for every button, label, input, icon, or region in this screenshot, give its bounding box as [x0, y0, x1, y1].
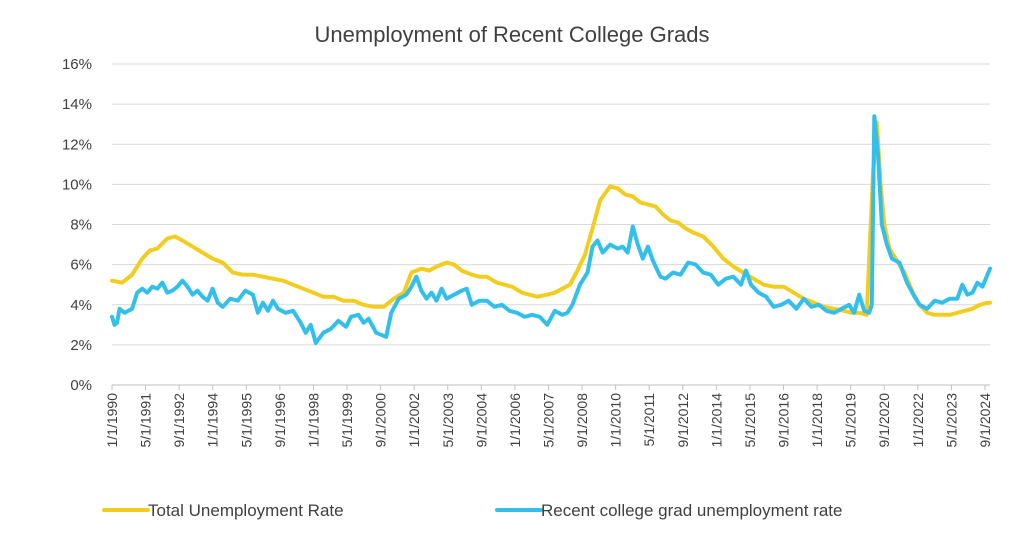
x-tick-label: 9/1/2000 — [373, 393, 389, 448]
x-tick-label: 9/1/2004 — [473, 393, 489, 448]
x-tick-label: 5/1/2023 — [943, 393, 959, 448]
x-tick-label: 9/1/2012 — [675, 393, 691, 448]
x-tick-label: 1/1/2010 — [608, 393, 624, 448]
legend-label: Total Unemployment Rate — [148, 501, 344, 520]
x-tick-label: 1/1/1998 — [305, 393, 321, 448]
x-tick-label: 1/1/2022 — [910, 393, 926, 448]
y-tick-label: 14% — [62, 96, 92, 113]
x-tick-label: 5/1/1991 — [138, 393, 154, 448]
x-tick-label: 5/1/2011 — [641, 393, 657, 447]
x-tick-label: 9/1/2024 — [977, 393, 993, 448]
y-tick-label: 16% — [62, 56, 92, 73]
y-axis-ticks: 0% 2% 4% 6% 8% 10% 12% 14% 16% — [62, 56, 92, 394]
y-tick-label: 10% — [62, 176, 92, 193]
x-tick-label: 1/1/2014 — [708, 393, 724, 448]
y-tick-label: 0% — [70, 377, 92, 394]
recent-grad-unemployment-line — [110, 114, 992, 345]
legend: Total Unemployment Rate Recent college gr… — [102, 501, 842, 520]
total-unemployment-line — [110, 120, 992, 317]
x-tick-label: 1/1/2002 — [406, 393, 422, 448]
legend-label: Recent college grad unemployment rate — [541, 501, 842, 520]
series-lines — [110, 114, 992, 345]
x-tick-label: 1/1/1994 — [205, 393, 221, 448]
x-tick-label: 5/1/1995 — [238, 393, 254, 448]
x-tick-label: 5/1/2007 — [540, 393, 556, 448]
x-tick-label: 5/1/2019 — [843, 393, 859, 448]
x-tick-label: 1/1/2006 — [507, 393, 523, 448]
x-tick-label: 9/1/1992 — [171, 393, 187, 448]
x-tick-label: 5/1/2015 — [742, 393, 758, 448]
y-tick-label: 6% — [70, 257, 92, 274]
x-tick-label: 1/1/1990 — [104, 393, 120, 448]
x-tick-label: 9/1/2008 — [574, 393, 590, 448]
y-tick-label: 4% — [70, 297, 92, 314]
x-axis-ticks: 1/1/1990 5/1/1991 9/1/1992 1/1/1994 5/1/1995… — [104, 385, 993, 448]
y-tick-label: 12% — [62, 136, 92, 153]
x-tick-label: 1/1/2018 — [809, 393, 825, 448]
x-tick-label: 5/1/1999 — [339, 393, 355, 448]
x-tick-label: 9/1/1996 — [272, 393, 288, 448]
chart-title: Unemployment of Recent College Grads — [315, 22, 710, 47]
y-tick-label: 8% — [70, 217, 92, 234]
x-tick-label: 9/1/2016 — [776, 393, 792, 448]
gridlines — [112, 63, 990, 346]
x-tick-label: 5/1/2003 — [440, 393, 456, 448]
x-tick-label: 9/1/2020 — [876, 393, 892, 448]
y-tick-label: 2% — [70, 337, 92, 354]
